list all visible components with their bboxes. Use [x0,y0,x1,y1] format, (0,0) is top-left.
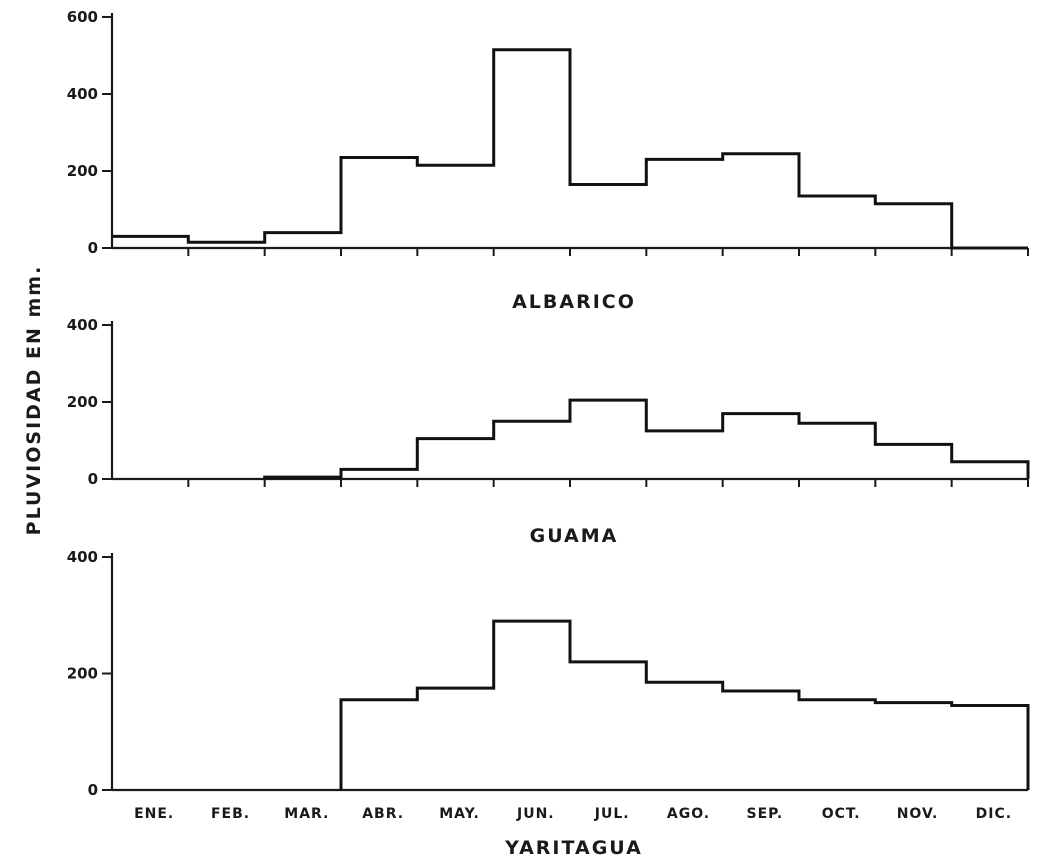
y-tick-label: 200 [67,393,98,411]
station-label-guama: GUAMA [530,525,619,547]
step-segment-may [417,687,493,690]
y-axis-label-group: PLUVIOSIDAD EN mm. [23,265,45,536]
step-segment-may [417,164,493,167]
step-segment-ago [646,158,722,161]
y-tick-label: 400 [67,316,98,334]
month-label-ago: AGO. [667,806,710,822]
y-tick-label: 0 [88,470,98,488]
y-tick-label: 600 [67,8,98,26]
step-segment-jul [570,399,646,402]
step-segment-feb [188,241,264,244]
station-label-albarico: ALBARICO [512,291,636,313]
month-label-dic: DIC. [976,806,1012,822]
step-segment-jul [570,660,646,663]
step-segment-abr [341,698,417,701]
step-segment-jul [570,183,646,186]
month-label-sep: SEP. [747,806,784,822]
panel-yaritagua: 0 200 400 YARITAGUA [67,548,1030,859]
month-label-ene: ENE. [134,806,174,822]
y-tick-label: 0 [88,781,98,799]
y-tick-label: 400 [67,85,98,103]
step-segment-dic [952,460,1028,463]
step-segment-ene [112,235,188,238]
series-guama-line [263,398,1030,479]
step-segment-mar [265,231,341,234]
step-segment-jun [494,620,570,623]
step-segment-nov [875,202,951,205]
step-segment-abr [341,156,417,159]
step-segment-mar [265,476,341,479]
panels: 0 200 400 600 ALBARICO 0 200 400 GUAMA 0 200 400 YAR… [67,8,1030,859]
step-segment-ago [646,429,722,432]
series-albarico-line [112,48,1028,250]
step-segment-ago [646,681,722,684]
step-segment-sep [723,152,799,155]
station-label-yaritagua: YARITAGUA [504,837,643,859]
step-segment-nov [875,701,951,704]
y-tick-label: 400 [67,548,98,566]
month-label-may: MAY. [439,806,480,822]
step-segment-abr [341,468,417,471]
step-segment-oct [799,698,875,701]
step-segment-jun [494,420,570,423]
month-label-feb: FEB. [211,806,250,822]
y-tick-label: 200 [67,162,98,180]
y-axis-label: PLUVIOSIDAD EN mm. [23,265,45,536]
panel-albarico: 0 200 400 600 ALBARICO [67,8,1029,313]
series-yaritagua-line [339,619,1030,790]
step-segment-oct [799,195,875,198]
month-label-mar: MAR. [284,806,329,822]
step-segment-jun [494,48,570,51]
month-label-jul: JUL. [594,806,630,822]
month-label-abr: ABR. [362,806,404,822]
step-segment-dic [952,704,1028,707]
month-label-oct: OCT. [822,806,861,822]
step-segment-oct [799,422,875,425]
y-tick-label: 0 [88,239,98,257]
month-axis: ENE. FEB. MAR. ABR. MAY. JUN. JUL. AGO. SEP. OCT.… [134,806,1012,822]
month-label-jun: JUN. [516,806,555,822]
step-segment-nov [875,443,951,446]
panel-guama: 0 200 400 GUAMA [67,316,1030,547]
step-segment-sep [723,689,799,692]
step-segment-may [417,437,493,440]
y-tick-label: 200 [67,665,98,683]
month-label-nov: NOV. [897,806,939,822]
step-segment-sep [723,412,799,415]
